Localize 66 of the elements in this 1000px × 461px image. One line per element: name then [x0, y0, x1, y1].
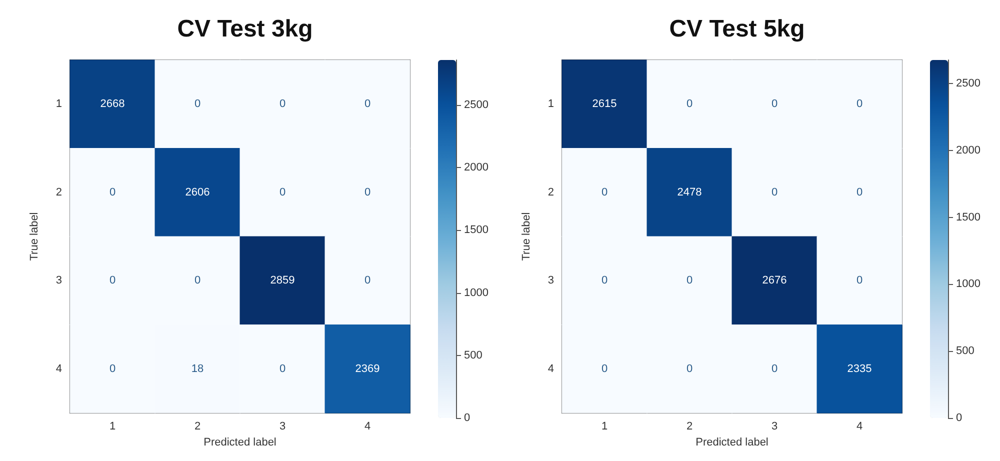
data-label: 2668 [100, 98, 125, 110]
color-bar-label: 0 [956, 412, 962, 424]
data-label: 2478 [677, 186, 702, 198]
data-label: 0 [686, 98, 693, 110]
data-label: 18 [191, 362, 204, 375]
data-label: 0 [109, 274, 116, 287]
data-label: 0 [601, 186, 608, 198]
x-tick-label: 1 [601, 420, 608, 432]
x-axis-title: Predicted label [696, 436, 768, 448]
color-bar-label: 2500 [956, 78, 980, 90]
data-label: 0 [771, 98, 778, 110]
y-tick-label: 3 [56, 274, 62, 287]
data-label: 0 [856, 274, 863, 287]
data-label: 0 [686, 362, 693, 375]
data-label: 0 [601, 362, 608, 375]
y-axis-title: True label [28, 212, 40, 261]
x-tick-label: 2 [194, 420, 201, 432]
data-label: 2676 [762, 274, 787, 287]
color-bar-label: 0 [464, 412, 470, 424]
y-tick-label: 1 [548, 98, 554, 110]
y-tick-label: 2 [548, 186, 554, 198]
y-tick-label: 2 [56, 186, 62, 198]
y-axis-title: True label [520, 212, 532, 261]
x-tick-label: 2 [686, 420, 693, 432]
data-label: 0 [601, 274, 608, 287]
data-label: 0 [279, 186, 286, 198]
data-label: 2606 [185, 186, 210, 198]
data-label: 0 [771, 362, 778, 375]
color-bar-label: 500 [956, 345, 974, 358]
chart-title: CV Test 5kg [669, 16, 805, 42]
color-bar-label: 500 [464, 349, 482, 362]
x-tick-label: 4 [364, 420, 371, 432]
data-label: 0 [279, 362, 286, 375]
data-label: 2615 [592, 98, 617, 110]
data-label: 2335 [847, 362, 872, 375]
y-tick-label: 1 [56, 98, 62, 110]
data-label: 0 [364, 186, 371, 198]
x-tick-label: 3 [771, 420, 778, 432]
y-tick-label: 4 [548, 362, 554, 375]
data-label: 0 [856, 98, 863, 110]
x-tick-label: 3 [279, 420, 286, 432]
color-bar-label: 1000 [956, 278, 980, 290]
color-bar-label: 2000 [956, 144, 980, 156]
data-label: 0 [194, 98, 201, 110]
data-label: 0 [771, 186, 778, 198]
color-bar-label: 2500 [464, 98, 488, 111]
color-bar-label: 2000 [464, 162, 488, 174]
data-label: 0 [279, 98, 286, 110]
data-label: 0 [194, 274, 201, 287]
chart-title: CV Test 3kg [177, 16, 313, 42]
data-label: 2859 [270, 274, 295, 287]
color-bar-label: 1500 [956, 211, 980, 224]
data-label: 0 [109, 186, 116, 198]
data-label: 0 [856, 186, 863, 198]
y-tick-label: 3 [548, 274, 554, 287]
data-label: 0 [686, 274, 693, 287]
data-label: 0 [364, 98, 371, 110]
color-bar-label: 1500 [464, 224, 488, 236]
data-label: 0 [109, 362, 116, 375]
color-bar-label: 1000 [464, 286, 488, 299]
data-label: 2369 [355, 362, 380, 375]
x-tick-label: 1 [109, 420, 116, 432]
x-axis-title: Predicted label [204, 436, 276, 448]
x-tick-label: 4 [856, 420, 863, 432]
data-label: 0 [364, 274, 371, 287]
y-tick-label: 4 [56, 362, 62, 375]
